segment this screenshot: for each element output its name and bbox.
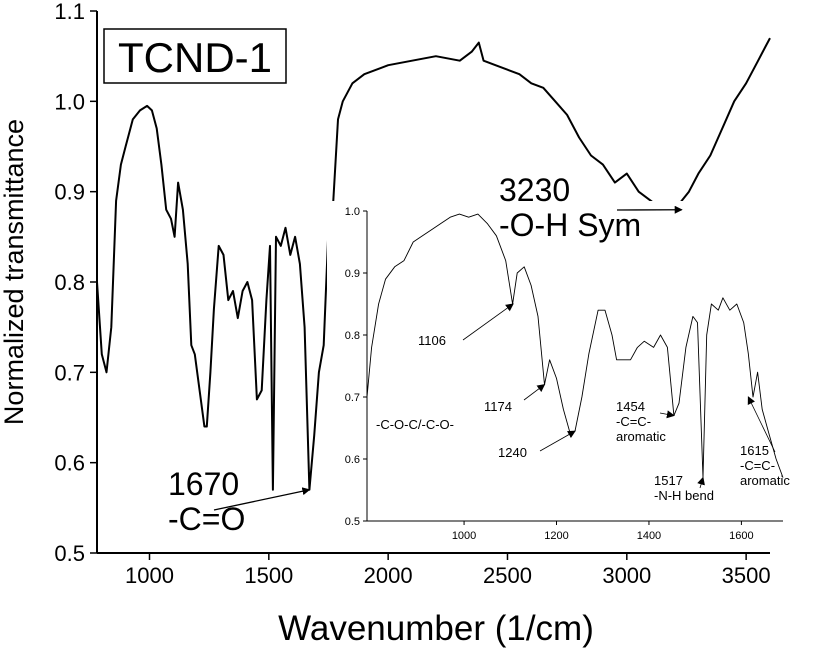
main-x-tick-label: 3500 [722, 563, 771, 588]
inset-backdrop [327, 201, 791, 551]
inset-annotation-label: -C=C- [740, 458, 775, 473]
main-x-tick-label: 2000 [364, 563, 413, 588]
main-y-tick-label: 0.5 [54, 541, 85, 566]
main-x-tick-label: 2500 [483, 563, 532, 588]
main-annotation-label: -O-H Sym [499, 207, 641, 243]
inset-x-tick-label: 1200 [544, 530, 568, 542]
y-axis-label: Normalized transmittance [0, 119, 29, 425]
main-y-tick-label: 1.1 [54, 0, 85, 24]
inset-annotation-label: 1240 [498, 445, 527, 460]
inset-annotation-label: -C-O-C/-C-O- [376, 417, 454, 432]
inset-annotation-label: aromatic [740, 473, 790, 488]
chart-title: TCND-1 [118, 34, 272, 81]
x-axis-label: Wavenumber (1/cm) [278, 609, 594, 648]
inset-annotation-label: 1174 [484, 399, 512, 414]
main-y-tick-label: 0.9 [54, 180, 85, 205]
inset-y-tick-label: 0.8 [345, 330, 360, 342]
inset-y-tick-label: 1.0 [345, 206, 360, 218]
inset-annotation-label: 1615 [740, 443, 769, 458]
inset-background [327, 201, 791, 551]
inset-annotation-label: 1517 [654, 473, 683, 488]
main-x-tick-label: 1500 [244, 563, 293, 588]
main-y-tick-label: 0.7 [54, 360, 85, 385]
inset-y-tick-label: 0.9 [345, 268, 360, 280]
inset-annotation-label: 1106 [418, 333, 446, 348]
inset-annotation-label: aromatic [616, 429, 666, 444]
main-x-tick-label: 1000 [125, 563, 174, 588]
inset-annotation-label: -N-H bend [654, 488, 714, 503]
inset-x-tick-label: 1400 [637, 530, 661, 542]
inset-y-tick-label: 0.6 [345, 454, 360, 466]
inset-y-tick-label: 0.5 [345, 516, 360, 528]
main-annotation-label: 3230 [499, 172, 570, 208]
inset-x-tick-label: 1600 [729, 530, 753, 542]
inset-annotation-label: 1454 [616, 399, 645, 414]
main-y-tick-label: 1.0 [54, 89, 85, 114]
main-annotation-label: 1670 [168, 466, 239, 502]
inset-y-tick-label: 0.7 [345, 392, 360, 404]
main-y-tick-label: 0.8 [54, 270, 85, 295]
inset-x-tick-label: 1000 [452, 530, 476, 542]
inset-annotation-label: -C=C- [616, 414, 651, 429]
main-y-tick-label: 0.6 [54, 451, 85, 476]
main-x-tick-label: 3000 [602, 563, 651, 588]
